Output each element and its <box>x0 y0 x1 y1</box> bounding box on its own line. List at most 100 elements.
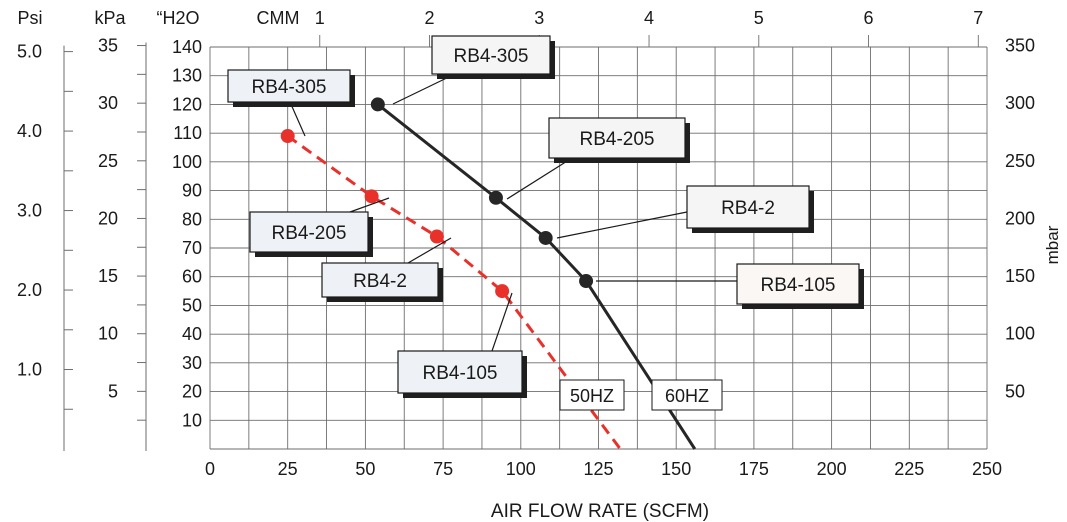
callout-label: RB4-105 <box>423 363 498 384</box>
series-tag-label: 50HZ <box>570 386 614 406</box>
cmm-tick-label: 2 <box>425 8 435 28</box>
mbar-tick-label: 300 <box>1005 93 1035 113</box>
data-point <box>280 129 295 144</box>
x-tick-label: 250 <box>972 459 1002 479</box>
cmm-tick-label: 5 <box>754 8 764 28</box>
callout-box <box>548 117 686 159</box>
series-tag-box <box>559 379 625 411</box>
x-tick-label: 200 <box>817 459 847 479</box>
psi-tick-label: 5.0 <box>17 42 42 62</box>
data-point <box>579 274 594 289</box>
callout-label: RB4-305 <box>454 46 529 67</box>
inh2o-tick-label: 80 <box>182 209 202 229</box>
callout-box <box>431 35 551 75</box>
psi-tick-label: 1.0 <box>17 360 42 380</box>
x-tick-label: 225 <box>894 459 924 479</box>
inh2o-tick-label: 90 <box>182 181 202 201</box>
callout-rb4-2-60hz: RB4-2 <box>556 185 814 239</box>
x-tick-label: 25 <box>278 459 298 479</box>
inh2o-tick-label: 70 <box>182 238 202 258</box>
x-tick-label: 175 <box>739 459 769 479</box>
inh2o-tick-label: 120 <box>172 94 202 114</box>
kpa-tick-label: 30 <box>98 93 118 113</box>
inh2o-tick-label: 10 <box>182 410 202 430</box>
inh2o-tick-label: 130 <box>172 66 202 86</box>
callout-rb4-305-50hz: RB4-305 <box>227 69 355 137</box>
inh2o-axis-title: “H2O <box>156 8 199 28</box>
mbar-tick-label: 100 <box>1005 324 1035 344</box>
mbar-tick-label: 50 <box>1005 381 1025 401</box>
callout-label: RB4-105 <box>761 275 836 296</box>
kpa-axis-title: kPa <box>94 8 126 28</box>
series-tag-label: 60HZ <box>665 386 709 406</box>
x-tick-label: 75 <box>433 459 453 479</box>
inh2o-tick-label: 20 <box>182 382 202 402</box>
callout-label: RB4-305 <box>252 77 327 98</box>
series-tag-60hz: 60HZ <box>651 379 723 411</box>
cmm-tick-label: 3 <box>534 8 544 28</box>
kpa-tick-label: 15 <box>98 266 118 286</box>
data-point <box>538 230 553 245</box>
cmm-axis-title: CMM <box>257 8 300 28</box>
callout-label: RB4-2 <box>721 198 775 219</box>
callout-leader <box>289 101 306 137</box>
inh2o-tick-label: 140 <box>172 37 202 57</box>
callout-box <box>249 211 369 253</box>
kpa-tick-label: 5 <box>108 381 118 401</box>
callout-rb4-2-50hz: RB4-2 <box>321 237 452 302</box>
callout-rb4-205-50hz: RB4-205 <box>249 197 390 257</box>
data-point <box>364 189 379 204</box>
callout-label: RB4-205 <box>272 223 347 244</box>
psi-axis-title: Psi <box>17 8 42 28</box>
series-tag-box <box>651 379 723 411</box>
callout-rb4-105-60hz: RB4-105 <box>596 263 864 309</box>
cmm-tick-label: 1 <box>315 8 325 28</box>
callout-box <box>736 263 860 305</box>
inh2o-tick-label: 60 <box>182 267 202 287</box>
psi-tick-label: 4.0 <box>17 121 42 141</box>
cmm-tick-label: 7 <box>973 8 983 28</box>
callout-leader <box>407 237 452 264</box>
data-point <box>429 229 444 244</box>
x-tick-label: 0 <box>205 459 215 479</box>
callout-label: RB4-205 <box>580 129 655 150</box>
mbar-axis-title: mbar <box>1043 225 1062 264</box>
mbar-tick-label: 200 <box>1005 208 1035 228</box>
callout-box <box>686 185 810 229</box>
callout-label: RB4-2 <box>353 271 407 292</box>
kpa-tick-label: 25 <box>98 151 118 171</box>
kpa-tick-label: 20 <box>98 208 118 228</box>
data-point <box>495 284 510 299</box>
cmm-tick-label: 6 <box>864 8 874 28</box>
x-axis-title: AIR FLOW RATE (SCFM) <box>491 501 709 522</box>
callout-box <box>227 69 351 103</box>
callout-leader <box>349 197 390 213</box>
callout-box <box>321 262 439 298</box>
callout-leader <box>491 292 513 352</box>
data-point <box>370 97 385 112</box>
mbar-tick-label: 350 <box>1005 36 1035 56</box>
mbar-tick-label: 250 <box>1005 151 1035 171</box>
callout-box <box>397 350 523 394</box>
kpa-tick-label: 35 <box>98 36 118 56</box>
kpa-tick-label: 10 <box>98 324 118 344</box>
inh2o-tick-label: 110 <box>173 123 202 143</box>
inh2o-tick-label: 40 <box>182 324 202 344</box>
series-tag-50hz: 50HZ <box>559 379 625 411</box>
x-tick-label: 50 <box>355 459 375 479</box>
x-tick-label: 150 <box>661 459 691 479</box>
psi-tick-label: 2.0 <box>17 280 42 300</box>
x-tick-label: 125 <box>583 459 613 479</box>
callout-leader <box>506 157 573 200</box>
inh2o-tick-label: 30 <box>182 353 202 373</box>
callout-rb4-205-60hz: RB4-205 <box>506 117 690 200</box>
data-point <box>488 190 503 205</box>
inh2o-tick-label: 100 <box>172 152 202 172</box>
cmm-tick-label: 4 <box>644 8 654 28</box>
psi-tick-label: 3.0 <box>17 201 42 221</box>
callout-rb4-105-50hz: RB4-105 <box>397 292 527 398</box>
x-tick-label: 100 <box>506 459 536 479</box>
inh2o-tick-label: 50 <box>182 295 202 315</box>
mbar-tick-label: 150 <box>1005 266 1035 286</box>
